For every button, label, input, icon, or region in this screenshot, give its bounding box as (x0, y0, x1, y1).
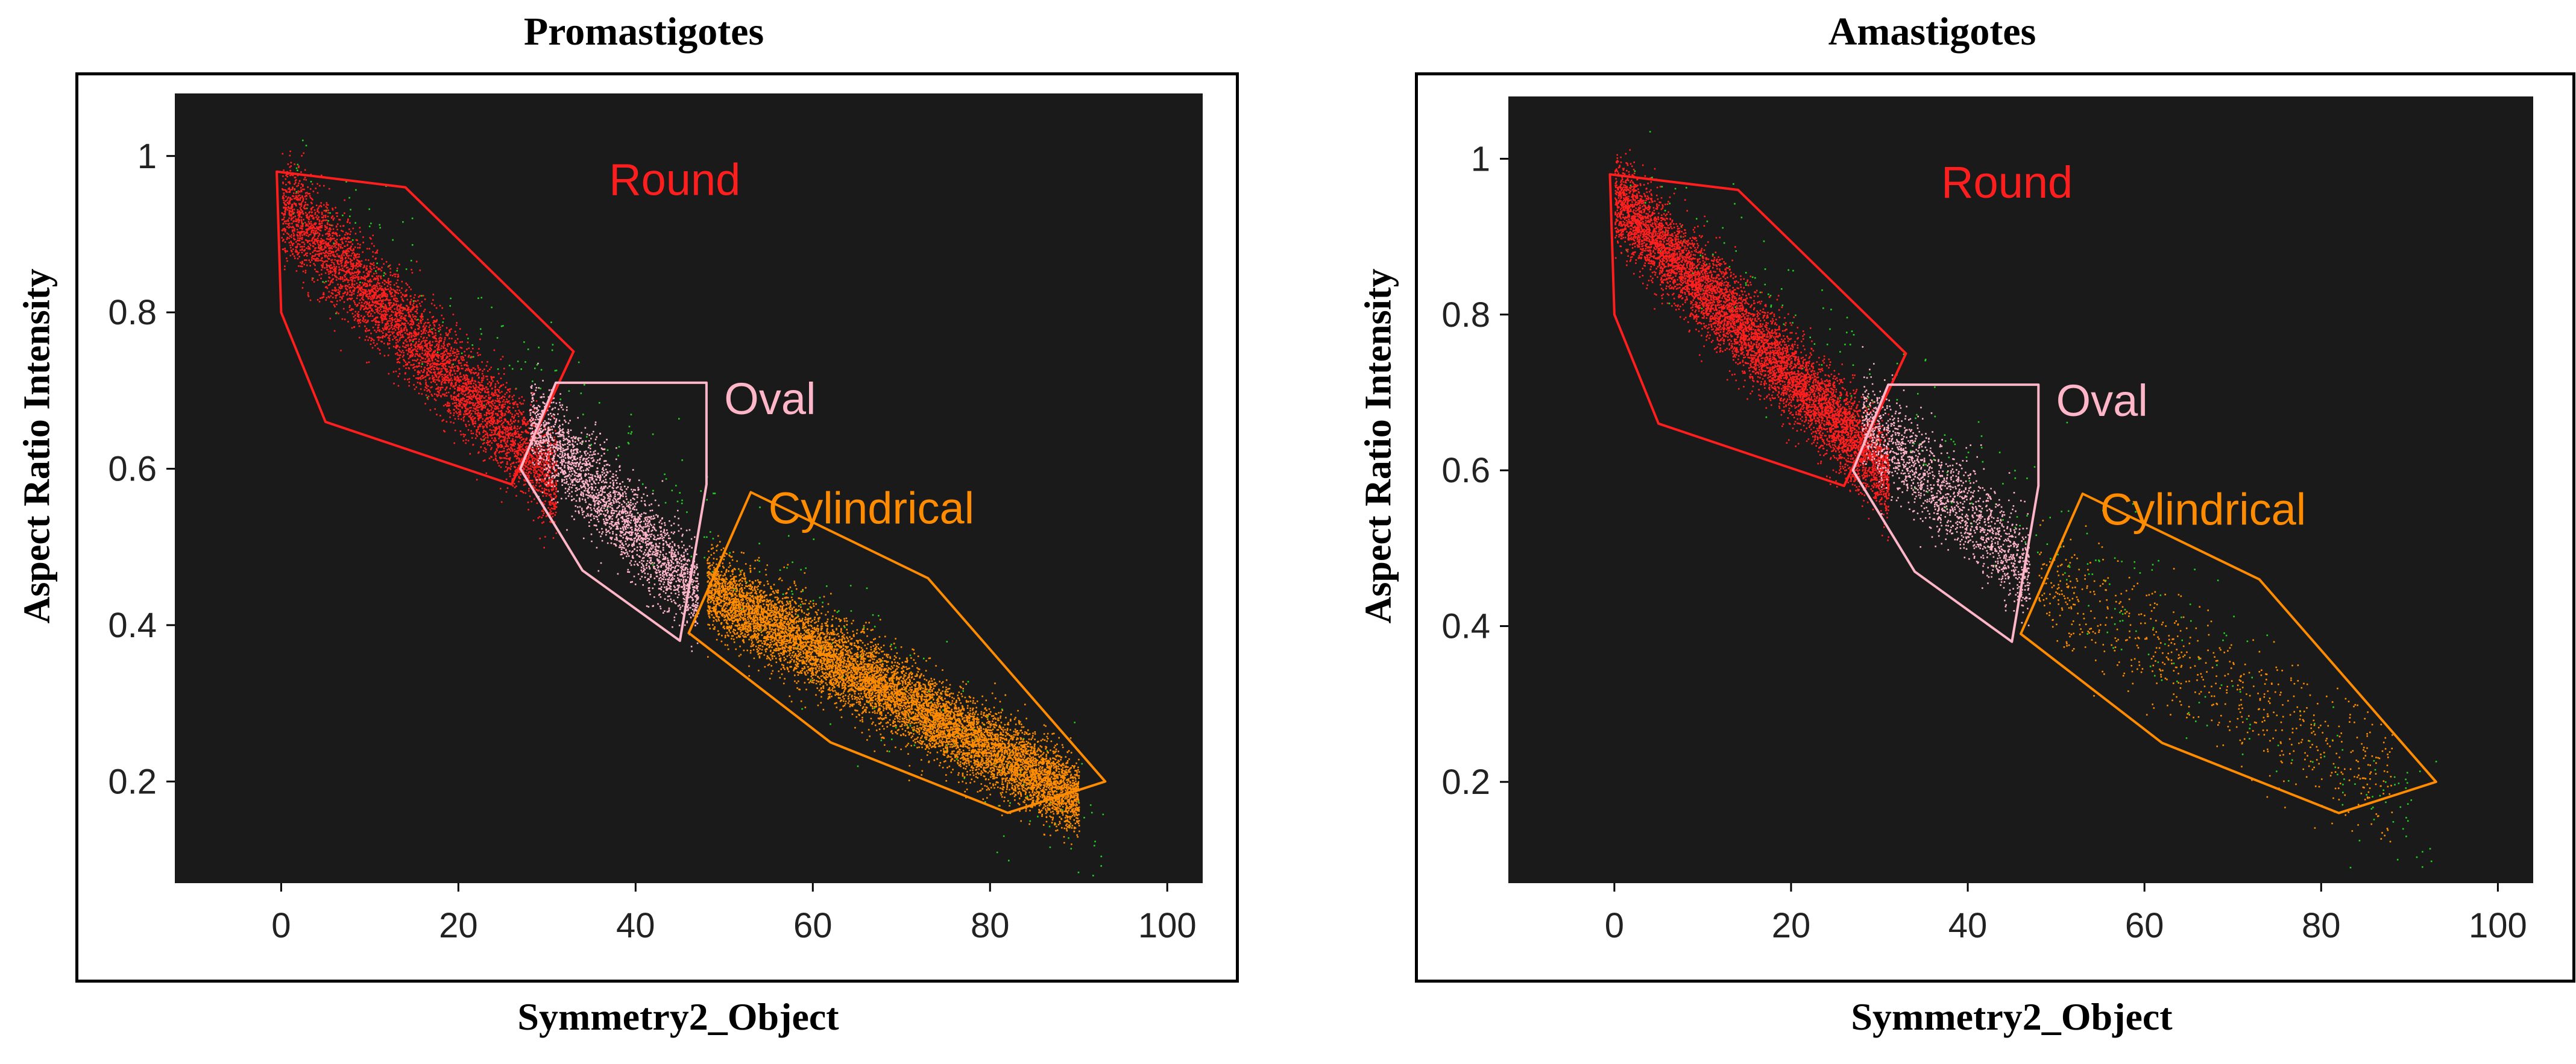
x-tick-label: 80 (2302, 906, 2341, 945)
round-gate (1608, 173, 1907, 487)
x-tick-label: 20 (439, 906, 478, 945)
x-axis-title: Symmetry2_Object (1851, 995, 2173, 1038)
cylindrical-population-dots (707, 535, 1080, 845)
x-axis-title: Symmetry2_Object (517, 995, 839, 1038)
x-tick-label: 20 (1772, 906, 1811, 945)
y-tick-label: 0.2 (108, 762, 157, 801)
y-tick-label: 0.8 (1441, 295, 1490, 335)
oval-gate-label: Oval (2056, 376, 2148, 426)
promastigotes-panel: Promastigotes Round Oval Cylindrical 0 20 40 6… (16, 10, 1239, 1038)
y-axis-title: Aspect Ratio Intensity (1358, 268, 1399, 624)
x-tick-label: 40 (616, 906, 655, 945)
x-tick-label: 100 (2469, 906, 2527, 945)
cylindrical-gate-label: Cylindrical (769, 483, 974, 533)
promastigotes-scatter-plot: Round Oval Cylindrical 0 20 40 60 80 100 0.2 0.4 0.… (108, 93, 1203, 945)
oval-gate-label: Oval (724, 374, 816, 424)
y-tick-label: 0.2 (1441, 763, 1490, 802)
x-tick-label: 80 (971, 906, 1010, 945)
oval-gate (1851, 383, 2040, 643)
y-tick-label: 0.4 (108, 606, 157, 645)
x-tick-label: 0 (1605, 906, 1624, 945)
round-gate-label: Round (609, 155, 740, 205)
y-tick-label: 0.6 (1441, 451, 1490, 490)
x-tick-label: 100 (1138, 906, 1197, 945)
chart-frame: Round Oval Cylindrical 0 20 40 60 80 100 0.2 0.4 0.… (75, 72, 1239, 983)
plot-area (175, 93, 1203, 883)
chart-title: Amastigotes (1828, 10, 2036, 54)
oval-gate (519, 381, 708, 642)
y-axis-title: Aspect Ratio Intensity (16, 268, 58, 624)
plot-area (1508, 96, 2533, 883)
y-tick-label: 0.6 (108, 450, 157, 489)
x-tick-label: 60 (793, 906, 833, 945)
chart-frame: Round Oval Cylindrical 0 20 40 60 80 100 0.2 0.4 0.… (1415, 72, 2575, 983)
y-tick-label: 1 (1471, 139, 1490, 178)
round-gate (276, 170, 575, 486)
chart-title: Promastigotes (523, 10, 764, 54)
x-tick-label: 0 (271, 906, 291, 945)
round-gate-label: Round (1941, 157, 2073, 207)
amastigotes-scatter-plot: Round Oval Cylindrical 0 20 40 60 80 100 0.2 0.4 0.… (1441, 96, 2533, 945)
cylindrical-gate (2020, 493, 2437, 814)
x-tick-label: 60 (2125, 906, 2164, 945)
y-tick-label: 0.8 (108, 293, 157, 332)
cylindrical-gate-label: Cylindrical (2100, 485, 2306, 535)
round-population-dots (281, 150, 558, 549)
x-tick-label: 40 (1948, 906, 1988, 945)
cylindrical-gate (687, 491, 1107, 814)
amastigotes-panel: Amastigotes Round Oval Cylindrical 0 20 40 60 8… (1288, 0, 2576, 1064)
y-tick-label: 1 (137, 137, 157, 176)
y-tick-label: 0.4 (1441, 607, 1490, 646)
